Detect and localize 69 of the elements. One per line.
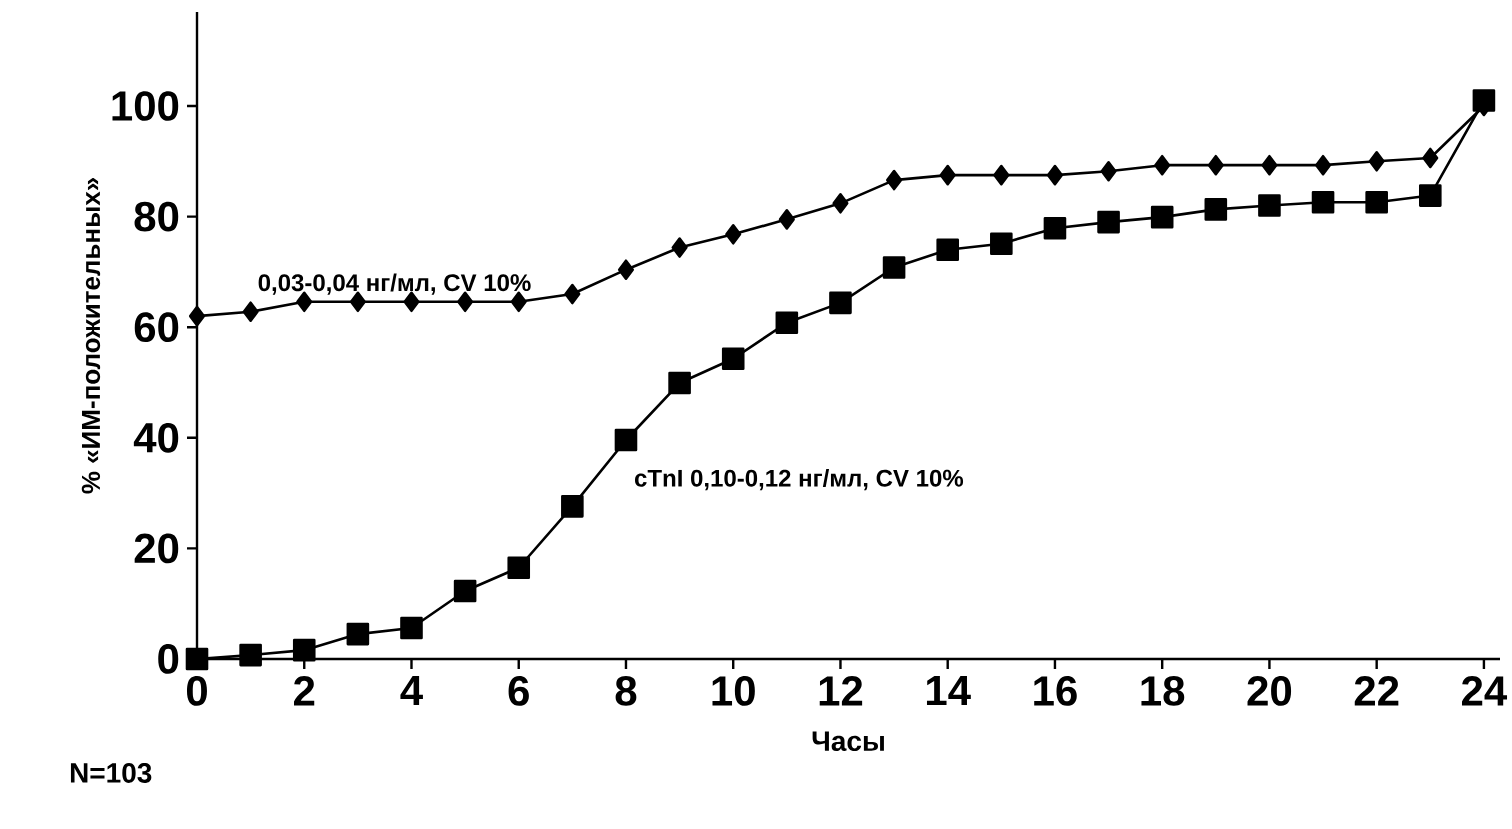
point	[671, 237, 688, 258]
point	[1422, 147, 1439, 169]
x-tick-label: 12	[819, 676, 863, 706]
text: N=103	[70, 763, 152, 783]
y-tick-label: 100	[112, 91, 179, 121]
point	[292, 638, 316, 662]
point	[829, 291, 852, 315]
point	[1258, 194, 1281, 217]
point	[993, 164, 1010, 186]
point	[832, 193, 849, 214]
point	[185, 647, 209, 671]
point	[1204, 198, 1228, 221]
point	[1368, 150, 1385, 172]
point	[1419, 184, 1442, 207]
point	[725, 223, 742, 245]
y-axis-title: % «ИМ-положительных»	[81, 177, 101, 494]
y-tick-label: 40	[133, 422, 179, 453]
point	[668, 371, 691, 395]
x-tick-label: 20	[1247, 676, 1292, 706]
y-tick-label: 0	[158, 644, 179, 674]
point	[510, 291, 527, 313]
y-tick-label: 60	[134, 312, 179, 343]
point	[886, 169, 903, 191]
point	[1150, 205, 1174, 229]
point	[1207, 154, 1224, 176]
series-label: cTnI 0,10-0,12 нг/мл, CV 10%	[635, 469, 964, 491]
point	[614, 428, 638, 452]
series-label: 0,03-0,04 нг/мл, CV 10%	[258, 273, 531, 295]
point	[936, 238, 959, 262]
x-tick-label: 4	[400, 676, 423, 705]
point	[564, 283, 581, 305]
x-tick-label: 18	[1141, 676, 1185, 706]
x-tick-label: 10	[712, 676, 755, 706]
x-tick-label: 0	[186, 676, 207, 706]
point	[561, 495, 584, 518]
point	[188, 305, 206, 327]
point	[939, 164, 956, 186]
point	[778, 209, 795, 230]
point	[1315, 154, 1332, 176]
point	[1261, 154, 1278, 176]
y-tick-label: 20	[134, 533, 179, 564]
point	[1097, 210, 1120, 234]
x-tick-label: 14	[926, 676, 971, 705]
point	[400, 616, 423, 640]
point	[1046, 164, 1063, 186]
x-tick-label: 8	[615, 676, 637, 706]
point	[775, 311, 799, 335]
point	[242, 301, 259, 323]
point	[882, 256, 906, 279]
point	[507, 556, 531, 580]
x-tick-label: 6	[508, 676, 529, 706]
point	[1311, 190, 1335, 214]
x-tick-label: 22	[1354, 676, 1399, 706]
point	[457, 291, 474, 313]
point	[721, 347, 745, 371]
point	[1365, 190, 1388, 214]
y-tick-label: 80	[134, 201, 179, 232]
x-tick-label: 16	[1034, 676, 1077, 706]
point	[346, 622, 370, 646]
point	[453, 579, 477, 603]
x-tick-label: 24	[1462, 676, 1508, 706]
point	[990, 232, 1013, 255]
point	[239, 643, 262, 667]
point	[1043, 216, 1067, 240]
point	[1100, 160, 1117, 182]
x-tick-label: 2	[294, 676, 315, 706]
point	[617, 259, 635, 280]
x-axis-title: Часы	[812, 731, 884, 752]
point	[1154, 154, 1171, 176]
